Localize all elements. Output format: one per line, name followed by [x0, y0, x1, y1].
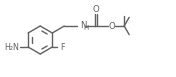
- Text: O: O: [93, 5, 99, 14]
- Text: N: N: [80, 20, 87, 29]
- Text: O: O: [108, 22, 115, 31]
- Text: H₂N: H₂N: [4, 43, 19, 52]
- Text: F: F: [60, 43, 65, 52]
- Text: H: H: [84, 25, 89, 31]
